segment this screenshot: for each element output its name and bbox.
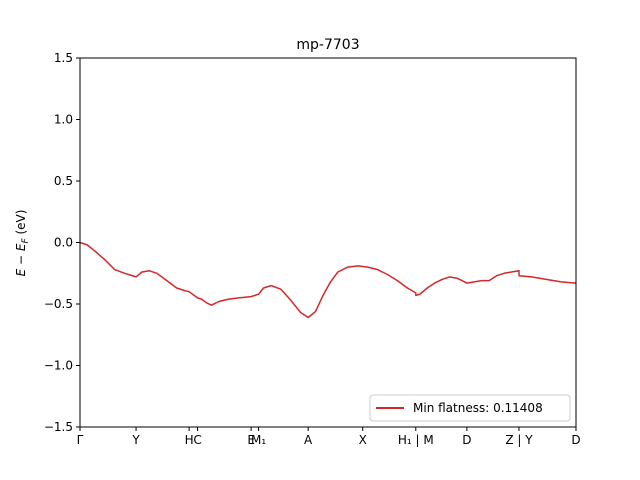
y-tick-label: −0.5 [44,297,73,311]
plot-frame [79,57,577,428]
series-line [79,241,577,319]
chart-title: mp-7703 [296,37,359,53]
legend-label: Min flatness: 0.11408 [413,401,543,415]
y-tick-label: 1.5 [54,51,73,65]
y-tick-label: 0.0 [54,236,73,250]
y-tick-label: −1.5 [44,420,73,434]
x-tick-label: D [571,433,580,447]
x-tick-label: Y [131,433,140,447]
x-tick-label: A [304,433,313,447]
legend-box [369,394,571,422]
y-tick-label: −1.0 [44,359,73,373]
x-tick-label: C [193,433,201,447]
legend: Min flatness: 0.11408 [369,394,571,422]
x-tick-label: X [359,433,367,447]
x-tick-label: Γ [77,433,84,447]
x-tick-label: H₁ | M [398,433,434,447]
x-axis-ticks: Γ Y H C EM₁ A X H₁ | M D Z | Y D [77,427,581,447]
x-tick-label: M₁ [251,433,266,447]
y-tick-label: 1.0 [54,113,73,127]
y-axis-label: E − EF (eV) [14,210,31,277]
y-axis-ticks: −1.5 −1.0 −0.5 0.0 0.5 1.0 1.5 [44,51,80,434]
y-tick-label: 0.5 [54,174,73,188]
x-tick-label: D [462,433,471,447]
series-layer [79,241,577,319]
x-tick-label: Z | Y [505,433,533,447]
x-tick-label: H [185,433,194,447]
x-tick-label: E [247,433,255,447]
